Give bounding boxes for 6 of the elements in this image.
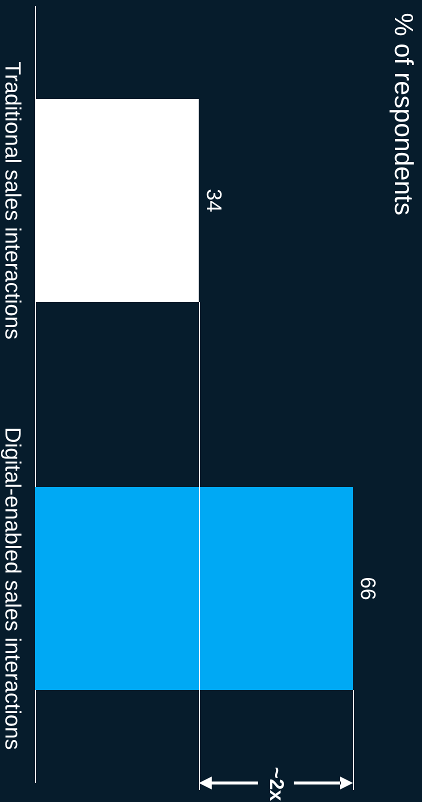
annotation: ~2x <box>264 767 287 801</box>
chart-title: % of respondents <box>389 13 419 216</box>
data-label: 66 <box>356 576 380 600</box>
y-tick-label: Traditional sales interactions <box>0 62 26 340</box>
data-label: 34 <box>202 188 225 212</box>
y-tick-label: Digital-enabled sales interactions <box>0 427 26 750</box>
